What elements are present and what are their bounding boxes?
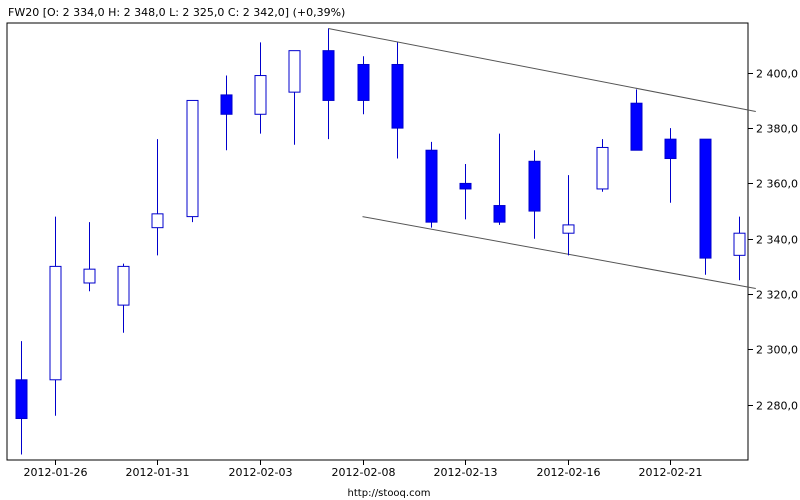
candle-body-bullish xyxy=(733,232,746,256)
candle-body-bearish xyxy=(322,50,335,101)
y-tick-label: 2 300,0 xyxy=(756,344,798,357)
candle-body-bearish xyxy=(459,182,472,190)
x-tick-label: 2012-02-21 xyxy=(639,466,703,479)
candle xyxy=(186,99,199,223)
candle-body-bullish xyxy=(562,224,575,234)
candle xyxy=(49,216,62,416)
y-tick-label: 2 400,0 xyxy=(756,68,798,81)
trendlines xyxy=(328,28,756,290)
candle xyxy=(254,42,267,134)
candle-body-bearish xyxy=(699,138,712,259)
candle-body-bearish xyxy=(357,63,370,101)
y-tick-label: 2 320,0 xyxy=(756,289,798,302)
plot-frame xyxy=(6,22,749,461)
candle xyxy=(220,75,233,151)
source-link[interactable]: http://stooq.com xyxy=(348,488,431,499)
candle xyxy=(357,56,370,115)
x-tick-label: 2012-02-13 xyxy=(434,466,498,479)
candle-body-bullish xyxy=(288,50,301,93)
candle xyxy=(391,42,404,159)
candle-body-bearish xyxy=(391,63,404,129)
candle-body-bullish xyxy=(49,265,62,381)
candle xyxy=(596,139,609,192)
candle xyxy=(83,222,96,292)
x-tick-label: 2012-02-16 xyxy=(537,466,601,479)
candle-body-bearish xyxy=(664,138,677,160)
y-axis: 2 280,0 2 300,0 2 320,0 2 340,0 2 360,0 2 380… xyxy=(748,68,798,413)
candle xyxy=(528,150,541,239)
y-tick-label: 2 340,0 xyxy=(756,234,798,247)
y-tick-label: 2 280,0 xyxy=(756,400,798,413)
chart-header: FW20 [O: 2 334,0 H: 2 348,0 L: 2 325,0 C… xyxy=(8,6,345,19)
x-tick-label: 2012-02-03 xyxy=(229,466,293,479)
x-tick-label: 2012-01-26 xyxy=(24,466,88,479)
candle xyxy=(288,50,301,145)
candle xyxy=(562,175,575,256)
candle xyxy=(459,164,472,220)
trendline-upper xyxy=(328,28,756,112)
candle xyxy=(630,89,643,151)
candle-body-bearish xyxy=(528,160,541,212)
candle xyxy=(151,139,164,256)
candle xyxy=(117,263,130,333)
candle xyxy=(733,216,746,281)
candle xyxy=(425,141,438,228)
candle-body-bullish xyxy=(83,268,96,284)
candle-body-bearish xyxy=(220,94,233,115)
y-tick-label: 2 360,0 xyxy=(756,178,798,191)
candles xyxy=(15,28,746,455)
x-tick-label: 2012-02-08 xyxy=(332,466,396,479)
y-tick-label: 2 380,0 xyxy=(756,123,798,136)
candle xyxy=(699,138,712,275)
candle xyxy=(664,128,677,203)
candle-body-bullish xyxy=(254,75,267,115)
candle-body-bullish xyxy=(596,146,609,190)
x-tick-label: 2012-01-31 xyxy=(126,466,190,479)
candle-body-bearish xyxy=(15,379,28,420)
candle xyxy=(493,133,506,225)
candle-body-bearish xyxy=(630,102,643,151)
candle-body-bullish xyxy=(117,265,130,306)
x-axis: 2012-01-26 2012-01-31 2012-02-03 2012-02-08… xyxy=(24,460,703,479)
candle xyxy=(15,341,28,455)
candle-body-bearish xyxy=(425,149,438,223)
trendline-lower xyxy=(362,216,756,290)
candle-body-bullish xyxy=(151,213,164,229)
candle xyxy=(322,28,335,140)
candle-body-bearish xyxy=(493,205,506,223)
candle-body-bullish xyxy=(186,99,199,218)
